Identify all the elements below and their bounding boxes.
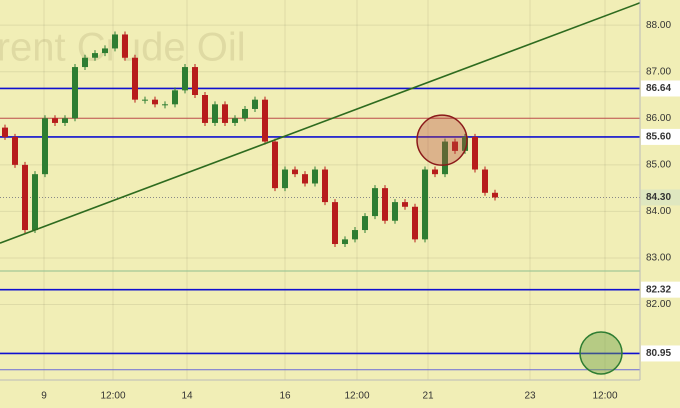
candle-body — [462, 136, 468, 151]
candle-body — [312, 169, 318, 184]
candle-body — [132, 57, 138, 100]
candle-body — [282, 169, 288, 189]
candle-body — [432, 169, 438, 175]
price-label: 82.32 — [646, 284, 671, 295]
overlays — [0, 2, 640, 244]
x-tick-label: 16 — [279, 391, 291, 402]
levels — [0, 87, 640, 371]
x-tick-label: 12:00 — [100, 391, 125, 402]
candle-body — [22, 164, 28, 231]
y-tick-label: 85.00 — [646, 159, 671, 170]
price-label-box — [641, 281, 680, 298]
candle-body — [372, 188, 378, 217]
candle-body — [322, 169, 328, 203]
price-label: 85.60 — [646, 132, 671, 143]
candle-body — [292, 169, 298, 175]
candle-body — [52, 118, 58, 123]
y-tick-label: 82.00 — [646, 299, 671, 310]
y-tick-label: 86.00 — [646, 113, 671, 124]
candle-body — [412, 206, 418, 240]
x-tick-label: 21 — [422, 391, 434, 402]
plot-area: Brent Crude Oil — [0, 0, 640, 380]
candle-body — [302, 174, 308, 184]
price-label-box — [641, 80, 680, 97]
candle-body — [492, 192, 498, 198]
candle-body — [62, 118, 68, 123]
x-tick-label: 12:00 — [592, 391, 617, 402]
candle-body — [182, 67, 188, 91]
candle-body — [72, 67, 78, 119]
candle-body — [212, 104, 218, 123]
candle-body — [402, 202, 408, 207]
highlight-circle — [579, 331, 623, 375]
candle-body — [382, 188, 388, 221]
candle-body — [332, 202, 338, 245]
candle-body — [142, 99, 148, 101]
candle-body — [162, 104, 168, 106]
candle-body — [362, 216, 368, 231]
candle-body — [482, 169, 488, 193]
y-tick-label: 88.00 — [646, 20, 671, 31]
candle-body — [92, 53, 98, 58]
candle-body — [112, 34, 118, 49]
x-tick-label: 14 — [181, 391, 193, 402]
candle-body — [242, 108, 248, 119]
candle-body — [392, 202, 398, 221]
candle-body — [262, 99, 268, 142]
candle-body — [82, 57, 88, 68]
candles — [2, 31, 498, 248]
axes: 82.00 83.00 84.00 85.00 86.00 87.00 88.00 9 12:0… — [41, 20, 680, 402]
candle-body — [152, 99, 158, 105]
highlight-circle — [416, 114, 468, 166]
candle-body — [452, 141, 458, 151]
candle-body — [222, 104, 228, 123]
price-label-box — [641, 345, 680, 362]
candle-body — [342, 239, 348, 245]
candle-body — [422, 169, 428, 240]
x-tick-label: 9 — [41, 391, 47, 402]
y-tick-label: 83.00 — [646, 253, 671, 264]
price-label: 80.95 — [646, 348, 671, 359]
candle-body — [32, 174, 38, 231]
candle-body — [12, 136, 18, 165]
price-label-box — [641, 189, 680, 206]
candle-body — [252, 99, 258, 109]
candle-body — [442, 141, 448, 175]
candle-body — [232, 118, 238, 123]
candle-body — [192, 67, 198, 95]
price-label: 84.30 — [646, 192, 671, 203]
candle-body — [102, 48, 108, 54]
candle-body — [272, 141, 278, 189]
candle-body — [122, 34, 128, 58]
y-tick-label: 87.00 — [646, 66, 671, 77]
x-tick-label: 23 — [524, 391, 536, 402]
price-label: 86.64 — [646, 83, 671, 94]
y-tick-label: 84.00 — [646, 206, 671, 217]
trend-line — [0, 2, 640, 244]
candle-body — [172, 90, 178, 105]
price-label-box — [641, 128, 680, 145]
candle-body — [2, 127, 8, 137]
candle-body — [202, 95, 208, 123]
candle-body — [352, 230, 358, 240]
candle-body — [472, 136, 478, 170]
x-tick-label: 12:00 — [344, 391, 369, 402]
candle-body — [42, 118, 48, 175]
